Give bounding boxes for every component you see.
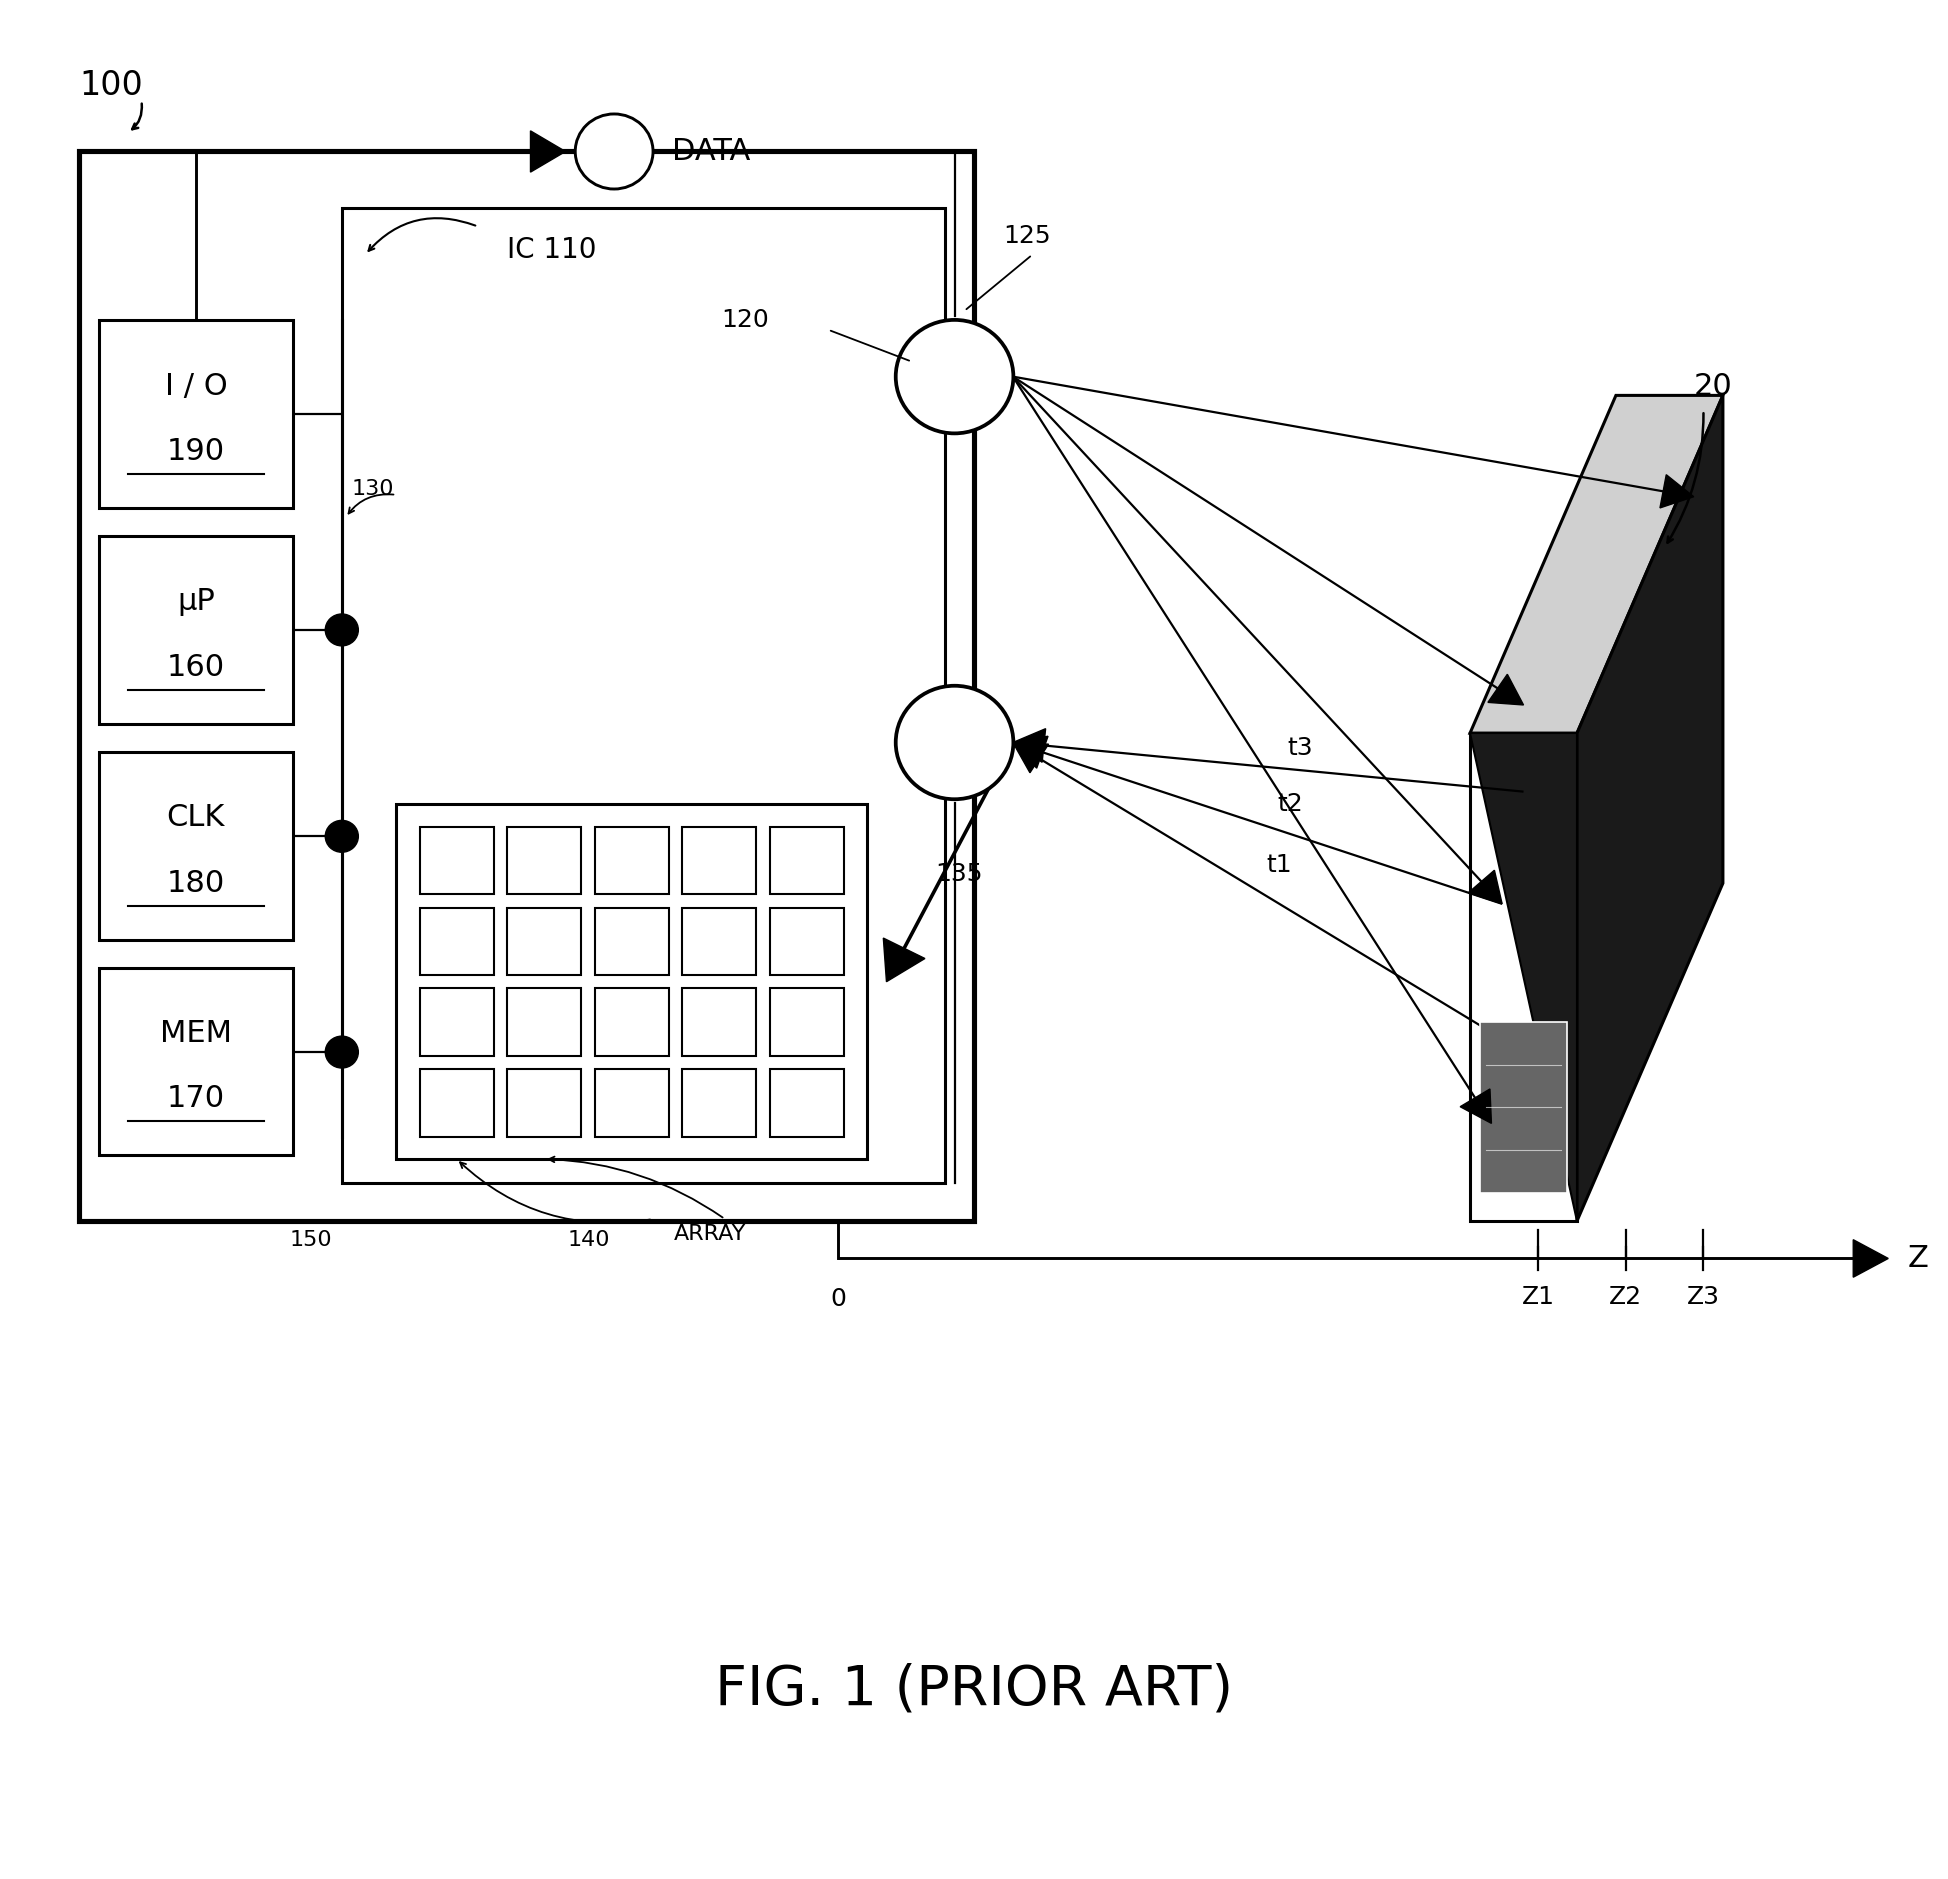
Text: 125: 125 bbox=[1003, 224, 1050, 248]
FancyBboxPatch shape bbox=[341, 209, 945, 1184]
Text: DATA: DATA bbox=[672, 137, 750, 165]
FancyBboxPatch shape bbox=[99, 752, 292, 940]
FancyBboxPatch shape bbox=[1480, 1022, 1568, 1193]
Text: 190: 190 bbox=[168, 438, 224, 466]
Polygon shape bbox=[1471, 395, 1722, 733]
Text: ARRAY: ARRAY bbox=[674, 1223, 746, 1244]
Polygon shape bbox=[1013, 729, 1046, 763]
FancyBboxPatch shape bbox=[769, 988, 843, 1056]
FancyBboxPatch shape bbox=[419, 1069, 493, 1137]
Polygon shape bbox=[1013, 737, 1048, 769]
Text: 20: 20 bbox=[1693, 372, 1732, 400]
FancyBboxPatch shape bbox=[506, 908, 581, 975]
Circle shape bbox=[325, 1035, 358, 1067]
Text: t1: t1 bbox=[1266, 853, 1292, 877]
Polygon shape bbox=[1660, 475, 1693, 507]
Text: 135: 135 bbox=[935, 862, 982, 885]
Text: MEM: MEM bbox=[160, 1018, 232, 1048]
FancyBboxPatch shape bbox=[769, 1069, 843, 1137]
FancyBboxPatch shape bbox=[594, 988, 668, 1056]
Text: 180: 180 bbox=[168, 868, 226, 898]
FancyBboxPatch shape bbox=[99, 536, 292, 723]
Text: IC 110: IC 110 bbox=[506, 237, 596, 263]
Text: 120: 120 bbox=[721, 308, 769, 333]
FancyBboxPatch shape bbox=[682, 988, 756, 1056]
FancyBboxPatch shape bbox=[682, 1069, 756, 1137]
FancyBboxPatch shape bbox=[506, 827, 581, 894]
Polygon shape bbox=[1471, 733, 1578, 1221]
Polygon shape bbox=[530, 132, 565, 173]
Polygon shape bbox=[1461, 1090, 1492, 1124]
Text: t3: t3 bbox=[1288, 737, 1313, 761]
FancyBboxPatch shape bbox=[594, 827, 668, 894]
Circle shape bbox=[896, 319, 1013, 434]
Text: CLK: CLK bbox=[168, 802, 226, 832]
Polygon shape bbox=[1013, 742, 1048, 772]
Polygon shape bbox=[882, 938, 925, 981]
Text: 160: 160 bbox=[168, 652, 224, 682]
Polygon shape bbox=[1578, 395, 1722, 1221]
Text: 170: 170 bbox=[168, 1084, 224, 1114]
Text: 140: 140 bbox=[569, 1229, 610, 1250]
FancyBboxPatch shape bbox=[80, 152, 974, 1221]
Text: 130: 130 bbox=[351, 479, 393, 500]
FancyBboxPatch shape bbox=[419, 827, 493, 894]
Text: Z3: Z3 bbox=[1687, 1285, 1720, 1310]
Polygon shape bbox=[1469, 870, 1502, 904]
FancyBboxPatch shape bbox=[419, 988, 493, 1056]
FancyBboxPatch shape bbox=[506, 988, 581, 1056]
Circle shape bbox=[575, 115, 653, 190]
FancyBboxPatch shape bbox=[682, 827, 756, 894]
FancyBboxPatch shape bbox=[506, 1069, 581, 1137]
Circle shape bbox=[325, 821, 358, 853]
Text: μP: μP bbox=[177, 588, 214, 616]
Circle shape bbox=[896, 686, 1013, 799]
Text: FIG. 1 (PRIOR ART): FIG. 1 (PRIOR ART) bbox=[715, 1663, 1233, 1717]
Text: t2: t2 bbox=[1278, 793, 1303, 815]
FancyBboxPatch shape bbox=[682, 908, 756, 975]
FancyBboxPatch shape bbox=[769, 827, 843, 894]
FancyBboxPatch shape bbox=[769, 908, 843, 975]
Text: Z: Z bbox=[1907, 1244, 1929, 1272]
FancyBboxPatch shape bbox=[419, 908, 493, 975]
Text: 0: 0 bbox=[830, 1287, 845, 1310]
FancyBboxPatch shape bbox=[99, 968, 292, 1156]
Text: I / O: I / O bbox=[164, 372, 228, 400]
FancyBboxPatch shape bbox=[594, 908, 668, 975]
FancyBboxPatch shape bbox=[594, 1069, 668, 1137]
FancyBboxPatch shape bbox=[99, 319, 292, 507]
Polygon shape bbox=[1853, 1240, 1888, 1278]
Text: Z1: Z1 bbox=[1521, 1285, 1555, 1310]
Text: 100: 100 bbox=[80, 70, 142, 101]
Text: 150: 150 bbox=[290, 1229, 331, 1250]
Circle shape bbox=[325, 614, 358, 646]
FancyBboxPatch shape bbox=[1471, 733, 1578, 1221]
Text: Z2: Z2 bbox=[1609, 1285, 1642, 1310]
Polygon shape bbox=[1488, 675, 1523, 705]
